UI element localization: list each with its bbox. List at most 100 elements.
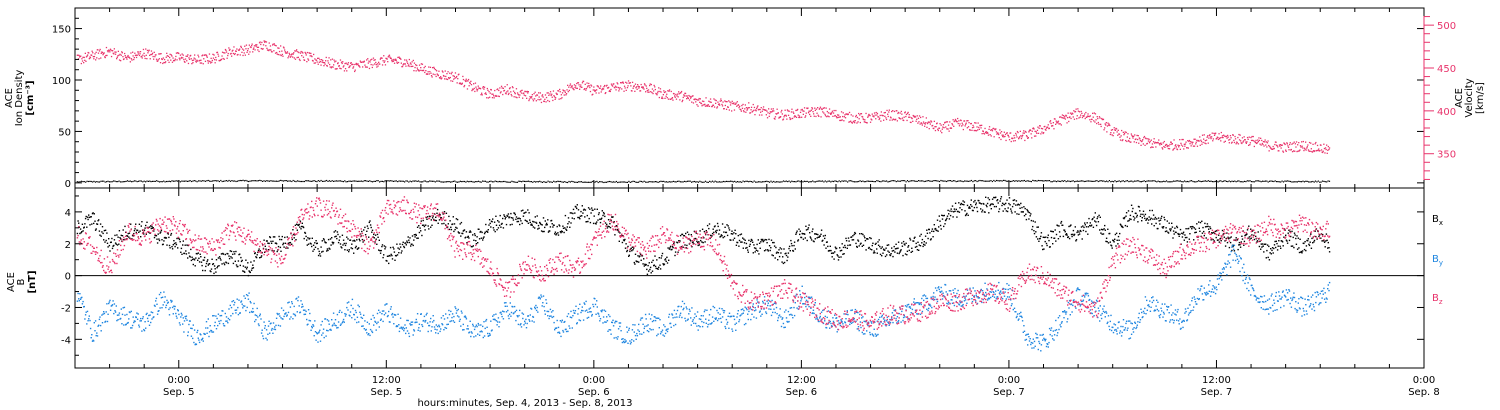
density-point	[913, 180, 915, 182]
velocity-point	[830, 113, 832, 115]
velocity-point	[1013, 134, 1015, 137]
velocity-point	[544, 94, 547, 96]
velocity-point	[1199, 136, 1201, 138]
bx-point	[954, 210, 956, 212]
density-point	[1188, 181, 1190, 183]
density-point	[1131, 180, 1133, 182]
bx-point	[673, 243, 675, 245]
density-point	[548, 181, 551, 183]
density-point	[1069, 180, 1071, 183]
density-point	[571, 180, 573, 182]
bx-point	[666, 262, 669, 264]
velocity-point	[1211, 132, 1213, 134]
velocity-point	[1106, 131, 1108, 133]
density-point	[624, 181, 626, 183]
density-point	[501, 181, 503, 183]
bx-point	[150, 225, 152, 227]
bx-point	[1172, 230, 1175, 232]
velocity-point	[217, 55, 220, 57]
velocity-point	[228, 47, 230, 49]
bx-point	[1229, 241, 1232, 244]
bx-point	[1133, 219, 1135, 221]
velocity-point	[392, 59, 394, 61]
velocity-point	[831, 111, 833, 114]
velocity-point	[675, 98, 678, 100]
bx-point	[802, 238, 805, 240]
bx-point	[1256, 240, 1259, 242]
velocity-point	[810, 115, 812, 117]
bx-point	[336, 237, 338, 240]
bx-point	[802, 233, 804, 235]
density-point	[443, 181, 445, 183]
bx-point	[189, 256, 191, 258]
bx-point	[569, 212, 572, 214]
velocity-point	[1007, 135, 1009, 137]
velocity-point	[453, 75, 455, 77]
density-point	[781, 181, 783, 183]
bx-point	[767, 249, 769, 251]
velocity-point	[212, 53, 214, 55]
velocity-point	[203, 58, 205, 60]
bx-point	[800, 236, 803, 239]
bx-point	[986, 202, 989, 205]
density-point	[1143, 180, 1145, 182]
velocity-point	[920, 116, 922, 119]
bx-point	[1182, 233, 1184, 235]
bx-point	[893, 245, 895, 248]
bx-point	[818, 236, 820, 238]
density-point	[798, 180, 800, 182]
density-point	[150, 181, 152, 183]
bx-point	[808, 224, 810, 226]
velocity-point	[387, 61, 389, 63]
density-point	[85, 181, 87, 183]
velocity-point	[559, 88, 561, 91]
velocity-point	[319, 61, 322, 63]
bx-point	[282, 242, 285, 244]
velocity-point	[1030, 133, 1032, 135]
velocity-point	[1226, 137, 1228, 139]
bx-point	[230, 250, 233, 253]
velocity-point	[782, 119, 784, 121]
density-point	[691, 181, 693, 183]
velocity-point	[400, 58, 402, 60]
density-point	[788, 180, 790, 182]
velocity-point	[253, 45, 256, 47]
velocity-point	[809, 113, 811, 116]
velocity-point	[489, 96, 491, 98]
bx-point	[120, 238, 122, 240]
bx-point	[1021, 206, 1023, 209]
velocity-point	[258, 42, 261, 44]
bx-point	[1015, 200, 1018, 202]
density-point	[457, 181, 459, 183]
bx-point	[180, 251, 182, 253]
density-point	[349, 180, 351, 182]
velocity-point	[247, 50, 249, 52]
bx-point	[765, 249, 767, 251]
density-point	[847, 181, 849, 183]
density-point	[264, 180, 266, 182]
density-point	[1149, 180, 1151, 182]
bx-point	[638, 256, 640, 258]
velocity-point	[1093, 120, 1095, 122]
velocity-point	[750, 109, 752, 111]
bx-point	[780, 252, 782, 254]
bx-point	[939, 220, 941, 222]
density-point	[759, 181, 761, 183]
density-point	[677, 180, 679, 182]
velocity-point	[465, 78, 467, 80]
density-point	[285, 180, 287, 182]
velocity-point	[1281, 144, 1283, 146]
velocity-point	[980, 127, 982, 129]
bx-point	[215, 259, 218, 261]
velocity-point	[92, 56, 94, 58]
density-point	[204, 180, 207, 182]
density-point	[281, 180, 283, 182]
velocity-point	[553, 96, 556, 98]
density-point	[1126, 180, 1129, 182]
velocity-point	[1207, 142, 1209, 144]
velocity-point	[86, 55, 88, 57]
density-point	[143, 180, 145, 182]
velocity-point	[370, 63, 372, 66]
density-point	[1181, 181, 1183, 183]
velocity-point	[355, 63, 357, 65]
